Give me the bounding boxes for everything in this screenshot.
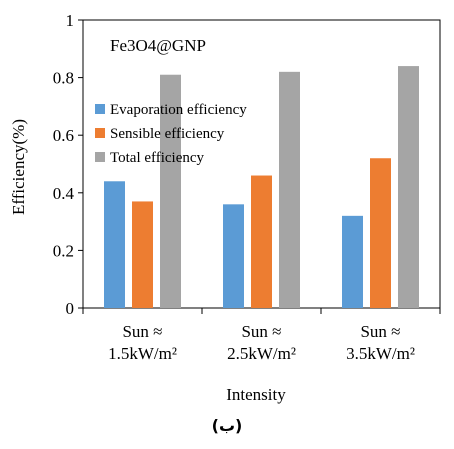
figure-caption: (ب) [211,416,243,435]
bar-sensible-efficiency-1 [132,201,153,308]
bars [104,66,419,308]
y-tick-label: 0.6 [53,126,74,145]
legend-swatch [95,152,105,162]
y-tick-label: 0.4 [53,184,75,203]
x-tick-label: Sun ≈ [122,322,162,341]
chart-title: Fe3O4@GNP [110,36,206,55]
y-tick-label: 0 [66,299,75,318]
y-tick-label: 0.2 [53,241,74,260]
y-tick-label: 1 [66,11,75,30]
bar-total-efficiency-1 [160,74,181,308]
bar-total-efficiency-3 [398,66,419,308]
bar-total-efficiency-2 [279,71,300,308]
legend-label: Total efficiency [110,150,205,166]
y-tick-labels: 0 0.2 0.4 0.6 0.8 1 [53,11,75,318]
x-tick-labels: Sun ≈ 1.5kW/m² Sun ≈ 2.5kW/m² Sun ≈ 3.5kW/m² [108,322,415,363]
x-tick-label: Sun ≈ [241,322,281,341]
x-tick-label: 2.5kW/m² [227,344,296,363]
x-tick-label: 3.5kW/m² [346,344,415,363]
legend: Evaporation efficiency Sensible efficienc… [95,102,247,166]
legend-label: Evaporation efficiency [110,102,247,118]
bar-sensible-efficiency-2 [251,175,272,308]
x-axis-label: Intensity [226,385,286,404]
bar-evaporation-efficiency-1 [104,181,125,308]
bar-sensible-efficiency-3 [370,158,391,308]
legend-label: Sensible efficiency [110,126,225,142]
legend-swatch [95,128,105,138]
x-tick-label: 1.5kW/m² [108,344,177,363]
y-axis-label: Efficiency(%) [9,119,28,215]
legend-swatch [95,104,105,114]
y-tick-label: 0.8 [53,69,74,88]
bar-evaporation-efficiency-3 [342,215,363,308]
bar-evaporation-efficiency-2 [223,204,244,308]
x-tick-label: Sun ≈ [360,322,400,341]
